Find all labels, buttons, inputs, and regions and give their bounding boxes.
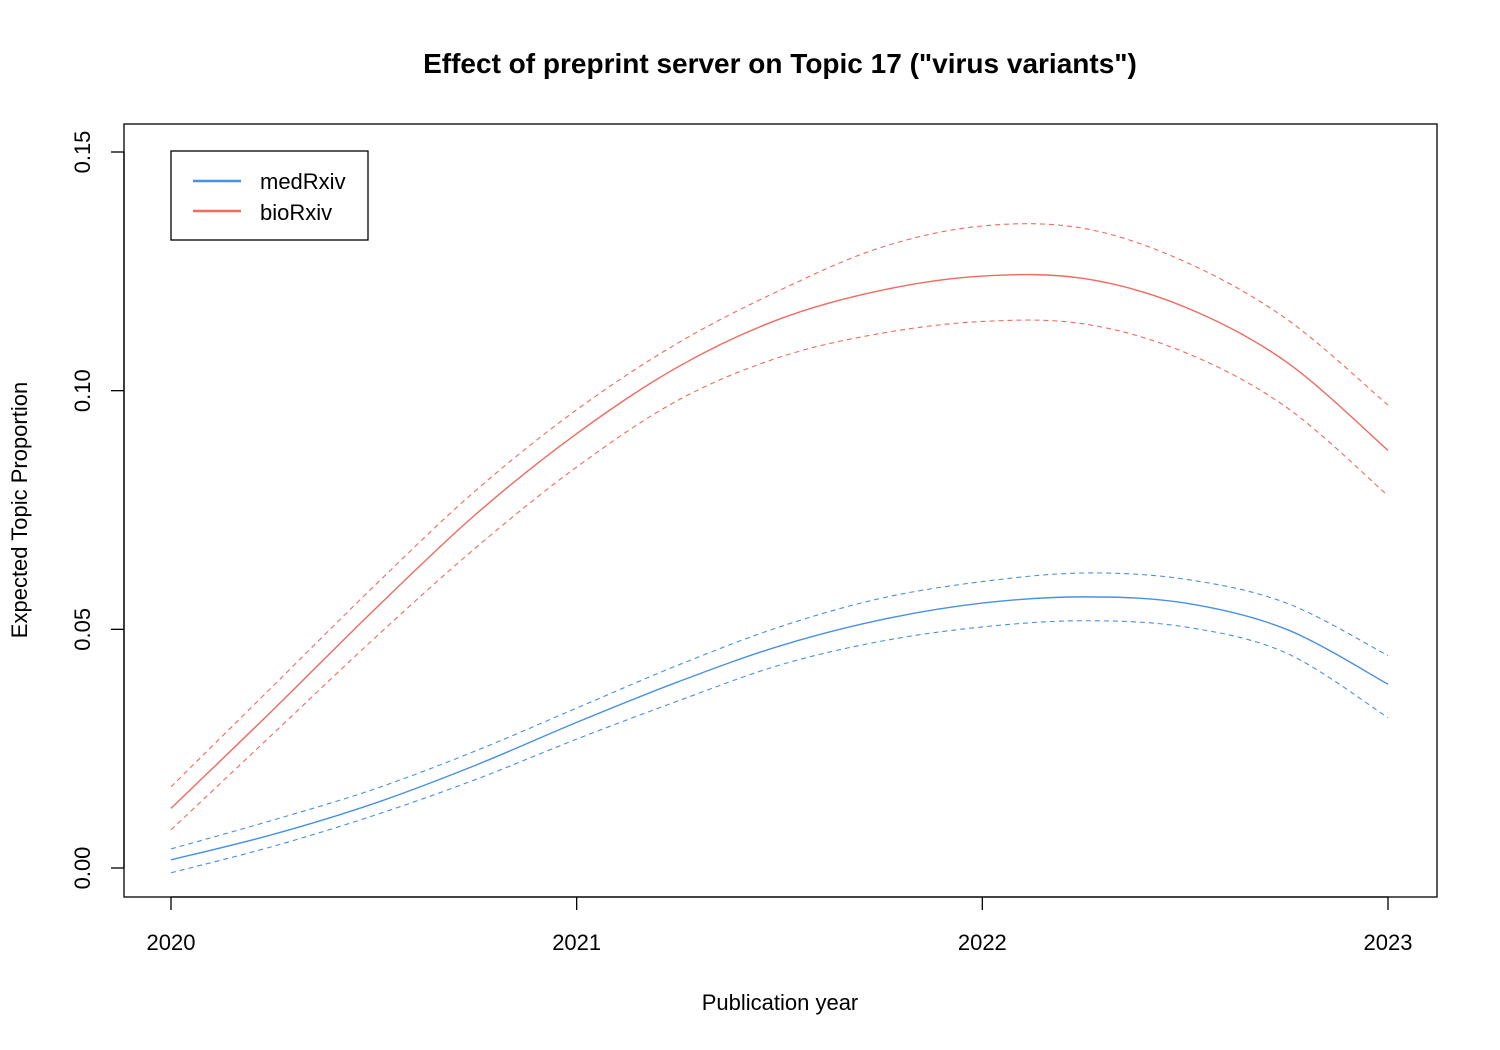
chart-title: Effect of preprint server on Topic 17 ("… (423, 48, 1137, 79)
x-tick-label: 2023 (1364, 930, 1413, 955)
y-tick-label: 0.05 (70, 608, 95, 651)
x-tick-label: 2021 (552, 930, 601, 955)
legend-label-biorxiv: bioRxiv (260, 200, 332, 225)
y-tick-label: 0.15 (70, 131, 95, 174)
legend-label-medrxiv: medRxiv (260, 169, 346, 194)
x-axis-label: Publication year (702, 990, 859, 1015)
series-medrxiv-lower-ci (170, 620, 1389, 874)
y-tick-label: 0.00 (70, 847, 95, 890)
legend: medRxiv bioRxiv (170, 150, 369, 241)
series-biorxiv-upper-ci (170, 223, 1389, 788)
y-axis: 0.00 0.05 0.10 0.15 (70, 131, 125, 890)
x-tick-label: 2022 (958, 930, 1007, 955)
series-medrxiv-line (170, 596, 1389, 861)
series-layer (170, 223, 1389, 874)
x-tick-label: 2020 (147, 930, 196, 955)
x-axis: 2020 2021 2022 2023 (147, 896, 1413, 955)
y-axis-label: Expected Topic Proportion (7, 382, 32, 638)
y-tick-label: 0.10 (70, 369, 95, 412)
series-biorxiv-line (170, 273, 1389, 809)
series-medrxiv-upper-ci (170, 572, 1389, 850)
series-biorxiv-lower-ci (170, 319, 1389, 831)
legend-box (170, 150, 369, 241)
